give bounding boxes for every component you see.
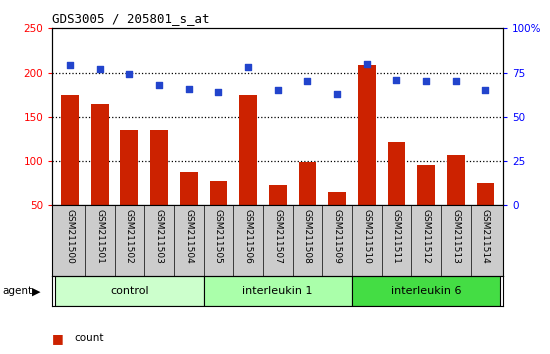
Text: GSM211511: GSM211511 [392, 209, 401, 264]
Point [333, 91, 342, 97]
Text: control: control [110, 286, 148, 296]
Text: GSM211510: GSM211510 [362, 209, 371, 264]
Point [214, 89, 223, 95]
Bar [239, 95, 257, 205]
Text: GSM211509: GSM211509 [333, 209, 342, 264]
Bar [358, 65, 376, 205]
Bar [328, 192, 346, 205]
Bar [180, 172, 197, 205]
Text: GSM211507: GSM211507 [273, 209, 282, 264]
Point [481, 87, 490, 93]
Bar [120, 130, 138, 205]
Bar [150, 130, 168, 205]
Point [362, 61, 371, 67]
Text: GSM211508: GSM211508 [303, 209, 312, 264]
Text: ▶: ▶ [32, 286, 40, 296]
Point [184, 86, 193, 91]
Point [303, 79, 312, 84]
Text: count: count [74, 333, 104, 343]
Point [244, 64, 252, 70]
Bar [204, 276, 352, 306]
Point [452, 79, 460, 84]
Point [125, 72, 134, 77]
Bar [269, 185, 287, 205]
Text: GSM211513: GSM211513 [452, 209, 460, 264]
Text: interleukin 6: interleukin 6 [391, 286, 461, 296]
Text: agent: agent [3, 286, 33, 296]
Bar [55, 276, 204, 306]
Text: GSM211514: GSM211514 [481, 209, 490, 264]
Bar [417, 166, 435, 205]
Text: ■: ■ [52, 332, 64, 344]
Bar [61, 95, 79, 205]
Point [392, 77, 401, 82]
Text: GDS3005 / 205801_s_at: GDS3005 / 205801_s_at [52, 12, 210, 25]
Text: interleukin 1: interleukin 1 [243, 286, 313, 296]
Point [155, 82, 163, 88]
Point [273, 87, 282, 93]
Bar [352, 276, 500, 306]
Text: GSM211503: GSM211503 [155, 209, 163, 264]
Point [95, 66, 104, 72]
Text: GSM211512: GSM211512 [422, 209, 431, 264]
Bar [210, 181, 227, 205]
Point [65, 63, 74, 68]
Text: GSM211504: GSM211504 [184, 209, 193, 264]
Bar [299, 162, 316, 205]
Text: GSM211502: GSM211502 [125, 209, 134, 264]
Bar [388, 142, 405, 205]
Text: GSM211506: GSM211506 [244, 209, 252, 264]
Bar [91, 104, 108, 205]
Bar [447, 155, 465, 205]
Text: GSM211500: GSM211500 [65, 209, 75, 264]
Text: GSM211501: GSM211501 [95, 209, 104, 264]
Point [422, 79, 431, 84]
Bar [476, 183, 494, 205]
Text: GSM211505: GSM211505 [214, 209, 223, 264]
